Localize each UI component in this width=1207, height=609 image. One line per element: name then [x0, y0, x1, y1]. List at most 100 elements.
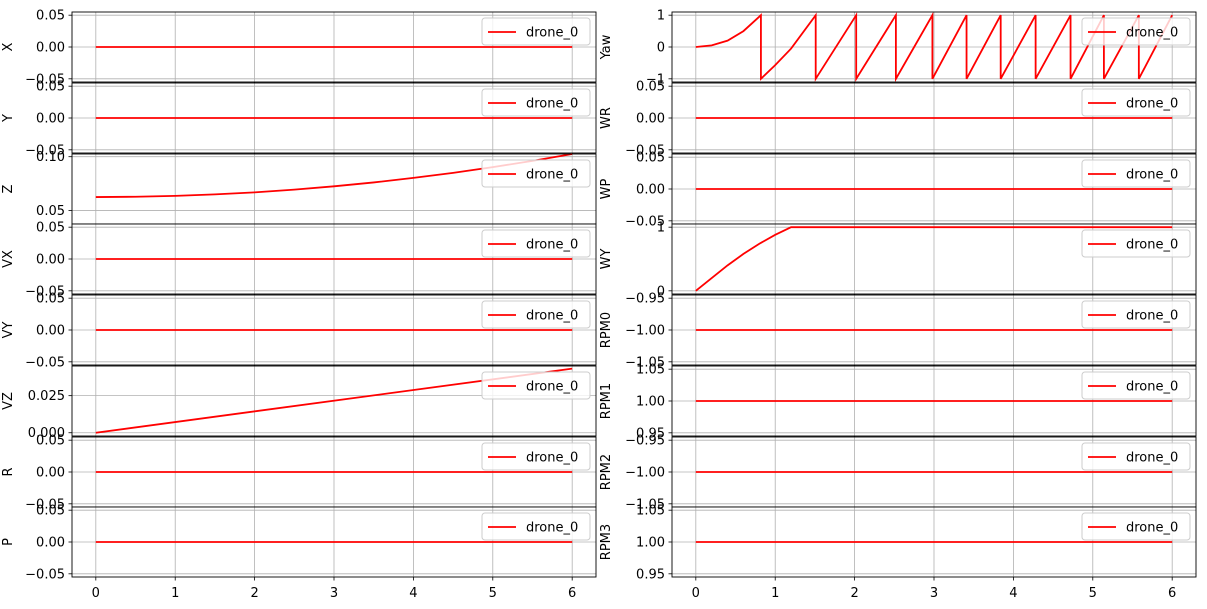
x-tick-label: 3	[330, 586, 338, 601]
y-axis-label: WY	[599, 249, 614, 270]
legend-box	[481, 17, 591, 46]
y-tick-label: 0.00	[36, 41, 65, 56]
y-tick-label: 0.05	[36, 80, 65, 95]
legend-box	[481, 512, 591, 541]
subplot-vx: 0.05 0.00 −0.05 VX drone_0	[1, 221, 597, 299]
x-tick-label: 6	[568, 586, 576, 601]
legend-box	[1081, 300, 1191, 329]
x-tick-label: 0	[692, 586, 700, 601]
subplot-wp: 0.05 0.00 −0.05 WP drone_0	[599, 151, 1197, 229]
y-tick-label: −0.05	[625, 143, 665, 158]
legend-box	[1081, 229, 1191, 258]
y-tick-label: 1.05	[636, 504, 665, 519]
y-tick-label: −0.05	[25, 355, 65, 370]
legend-label: drone_0	[1126, 97, 1178, 112]
legend-label: drone_0	[1126, 168, 1178, 183]
y-tick-label: −0.05	[25, 497, 65, 512]
legend-box	[481, 300, 591, 329]
y-tick-label: 0.05	[36, 9, 65, 24]
y-tick-label: 0.95	[636, 426, 665, 441]
axes-frame	[671, 365, 1197, 437]
y-tick-label: −0.95	[625, 292, 665, 307]
x-tick-label: 3	[930, 586, 938, 601]
legend-box	[1081, 17, 1191, 46]
y-axis-label: Z	[1, 184, 16, 193]
y-tick-label: 0.05	[36, 221, 65, 236]
y-tick-label: 0.00	[36, 324, 65, 339]
y-axis-label: Y	[1, 114, 16, 123]
legend: drone_0	[481, 17, 591, 46]
y-axis-label: VX	[1, 250, 16, 268]
legend: drone_0	[1081, 159, 1191, 188]
y-tick-label: 1.00	[636, 395, 665, 410]
subplot-rpm3: 1.05 1.00 0.95 RPM3 drone_0	[599, 504, 1197, 582]
axes-frame	[71, 11, 597, 83]
legend-label: drone_0	[526, 26, 578, 41]
y-axis-label: Yaw	[599, 34, 614, 60]
subplot-wr: 0.05 0.00 −0.05 WR drone_0	[599, 80, 1197, 158]
y-tick-label: 0.000	[28, 426, 65, 441]
subplot-rpm2: −0.95 −1.00 −1.05 RPM2 drone_0	[599, 434, 1197, 512]
x-tick-label: 1	[171, 586, 179, 601]
legend: drone_0	[1081, 442, 1191, 471]
y-tick-label: 0	[657, 284, 665, 299]
y-tick-label: 0.00	[36, 536, 65, 551]
y-tick-label: −0.05	[625, 214, 665, 229]
x-tick-label: 2	[250, 586, 258, 601]
subplot-wy: 1 0 WY drone_0	[599, 221, 1197, 299]
y-tick-label: 0.05	[36, 504, 65, 519]
y-tick-label: −1.00	[625, 324, 665, 339]
legend-box	[481, 159, 591, 188]
y-tick-label: 0.05	[36, 292, 65, 307]
y-axis-label: RPM2	[599, 454, 614, 490]
y-tick-label: 0.10	[36, 150, 65, 165]
legend: drone_0	[1081, 371, 1191, 400]
axes-frame	[71, 294, 597, 366]
axes-frame	[671, 506, 1197, 578]
legend-box	[1081, 159, 1191, 188]
y-tick-label: −1.05	[625, 497, 665, 512]
legend: drone_0	[481, 229, 591, 258]
y-axis-label: P	[1, 538, 16, 546]
legend: drone_0	[481, 88, 591, 117]
legend: drone_0	[481, 512, 591, 541]
axes-frame	[71, 365, 597, 437]
legend: drone_0	[1081, 512, 1191, 541]
axes-frame	[671, 82, 1197, 154]
legend-box	[1081, 442, 1191, 471]
y-tick-label: 0	[657, 41, 665, 56]
subplot-vy: 0.05 0.00 −0.05 VY drone_0	[1, 292, 597, 370]
y-tick-label: 0.00	[636, 183, 665, 198]
legend: drone_0	[1081, 229, 1191, 258]
legend-box	[1081, 88, 1191, 117]
y-axis-label: RPM3	[599, 524, 614, 560]
subplot-rpm1: 1.05 1.00 0.95 RPM1 drone_0	[599, 363, 1197, 441]
y-tick-label: 1.05	[636, 363, 665, 378]
legend-label: drone_0	[526, 309, 578, 324]
x-tick-label: 5	[489, 586, 497, 601]
y-tick-label: −0.05	[25, 143, 65, 158]
y-tick-label: 0.025	[28, 389, 65, 404]
legend-label: drone_0	[526, 451, 578, 466]
legend-box	[481, 442, 591, 471]
y-tick-label: 1	[657, 9, 665, 24]
y-axis-label: WR	[599, 107, 614, 129]
y-tick-label: 1.00	[636, 536, 665, 551]
y-tick-label: 1	[657, 221, 665, 236]
legend: drone_0	[1081, 88, 1191, 117]
y-tick-label: −0.05	[25, 567, 65, 582]
x-tick-label: 0	[92, 586, 100, 601]
legend-label: drone_0	[1126, 380, 1178, 395]
series-line-yaw	[695, 11, 1173, 83]
legend-label: drone_0	[1126, 238, 1178, 253]
y-tick-label: 0.00	[636, 112, 665, 127]
y-axis-label: RPM0	[599, 312, 614, 348]
y-axis-label: X	[1, 42, 16, 51]
x-tick-label: 2	[850, 586, 858, 601]
y-tick-label: 0.05	[36, 434, 65, 449]
y-axis-label: VZ	[1, 392, 16, 410]
x-tick-label: 5	[1089, 586, 1097, 601]
legend-label: drone_0	[526, 238, 578, 253]
